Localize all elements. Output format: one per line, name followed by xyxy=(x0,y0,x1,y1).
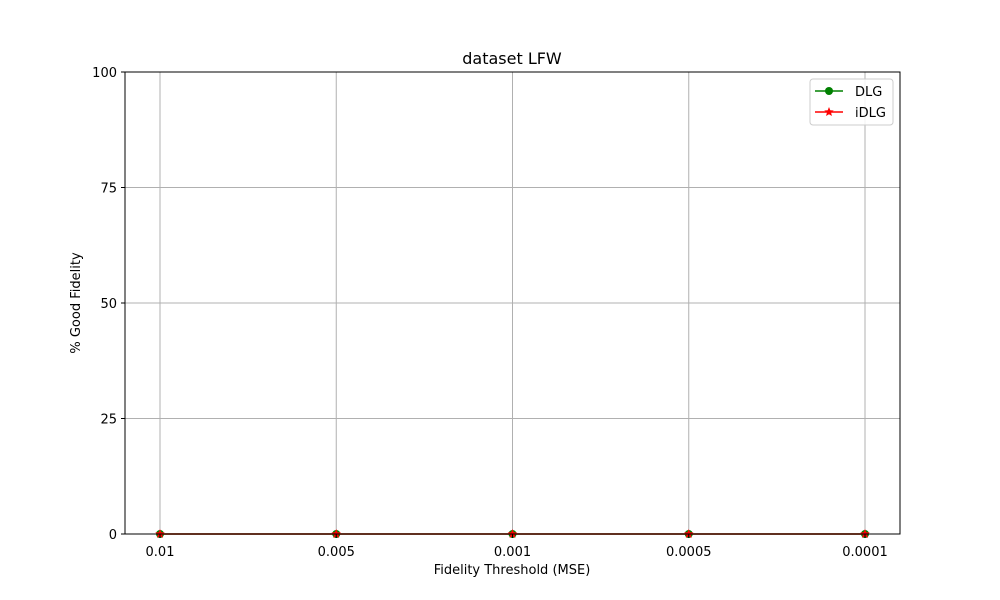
x-ticks: 0.01 0.005 0.001 0.0005 0.0001 xyxy=(146,534,888,560)
x-tick-label: 0.0005 xyxy=(666,545,712,560)
legend-marker-dlg xyxy=(825,87,833,95)
legend-label-idlg: iDLG xyxy=(855,106,886,121)
y-tick-label: 0 xyxy=(109,528,117,543)
chart-title: dataset LFW xyxy=(462,49,562,68)
y-tick-label: 75 xyxy=(100,182,117,197)
y-tick-label: 50 xyxy=(100,297,117,312)
x-tick-label: 0.001 xyxy=(494,545,531,560)
x-tick-label: 0.01 xyxy=(146,545,175,560)
legend-label-dlg: DLG xyxy=(855,85,882,100)
y-ticks: 0 25 50 75 100 xyxy=(92,66,125,543)
x-axis-label: Fidelity Threshold (MSE) xyxy=(434,563,591,578)
y-tick-label: 100 xyxy=(92,66,117,81)
y-tick-label: 25 xyxy=(100,413,117,428)
legend-marker-idlg xyxy=(824,107,834,117)
x-tick-label: 0.005 xyxy=(318,545,355,560)
y-axis-label: % Good Fidelity xyxy=(69,252,84,354)
legend: DLG iDLG xyxy=(809,78,894,126)
grid xyxy=(125,71,900,535)
x-tick-label: 0.0001 xyxy=(842,545,888,560)
